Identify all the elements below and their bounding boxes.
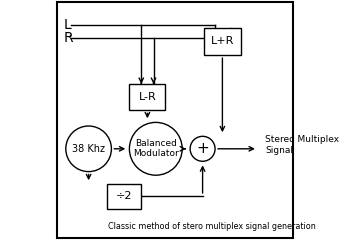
Text: 38 Khz: 38 Khz <box>72 144 105 154</box>
Text: L+R: L+R <box>211 36 234 46</box>
Text: Balanced
Modulator: Balanced Modulator <box>133 139 179 158</box>
Bar <box>130 84 166 110</box>
Bar <box>107 184 141 209</box>
Circle shape <box>190 136 215 161</box>
Text: R: R <box>64 31 74 45</box>
Text: Stereo Multiplex
Signal: Stereo Multiplex Signal <box>265 136 339 155</box>
Text: +: + <box>196 141 209 156</box>
Text: L: L <box>64 18 72 32</box>
Text: ÷2: ÷2 <box>116 191 132 201</box>
Circle shape <box>66 126 111 172</box>
Circle shape <box>130 122 182 175</box>
Text: L-R: L-R <box>139 92 156 102</box>
Bar <box>204 28 241 55</box>
Text: Classic method of stero multiplex signal generation: Classic method of stero multiplex signal… <box>108 222 316 231</box>
